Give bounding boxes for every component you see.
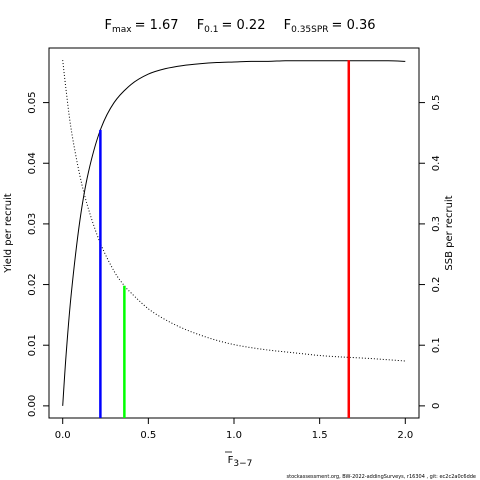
chart-title: Fmax = 1.67 F0.1 = 0.22 F0.35SPR = 0.36 — [104, 18, 375, 35]
y-left-tick-label: 0.04 — [27, 152, 38, 174]
x-tick-label: 0.5 — [140, 430, 156, 441]
plot-frame — [48, 47, 420, 419]
y-left-tick-label: 0.03 — [27, 213, 38, 235]
x-axis-label: F3−7 — [228, 455, 253, 469]
x-axis: 0.0 0.5 1.0 1.5 2.0 — [55, 418, 413, 441]
yield-per-recruit-line — [62, 60, 406, 406]
ssb-per-recruit-line — [62, 60, 406, 362]
y-axis-right-label: SSB per recruit — [444, 195, 455, 270]
y-left-tick-label: 0.02 — [27, 273, 38, 295]
x-tick-label: 1.0 — [226, 430, 242, 441]
chart-marks — [62, 60, 406, 418]
y-left-tick-label: 0.01 — [27, 334, 38, 356]
x-tick-label: 2.0 — [397, 430, 413, 441]
y-right-tick-label: 0.1 — [431, 337, 442, 353]
y-axis-right: 0 0.1 0.2 0.3 0.4 0.5 — [419, 95, 442, 409]
y-left-tick-label: 0.05 — [27, 91, 38, 113]
y-right-tick-label: 0.5 — [431, 95, 442, 111]
y-left-tick-label: 0.00 — [27, 395, 38, 417]
y-right-tick-label: 0.3 — [431, 216, 442, 232]
y-right-tick-label: 0.2 — [431, 277, 442, 293]
x-tick-label: 0.0 — [55, 430, 71, 441]
x-tick-label: 1.5 — [312, 430, 328, 441]
y-axis-left-label: Yield per recruit — [3, 193, 14, 274]
y-right-tick-label: 0 — [431, 403, 442, 409]
y-axis-left: 0.00 0.01 0.02 0.03 0.04 0.05 — [27, 91, 49, 417]
footer-note: stockassessment.org, BW-2022-addingSurve… — [287, 474, 477, 480]
y-right-tick-label: 0.4 — [431, 155, 442, 171]
